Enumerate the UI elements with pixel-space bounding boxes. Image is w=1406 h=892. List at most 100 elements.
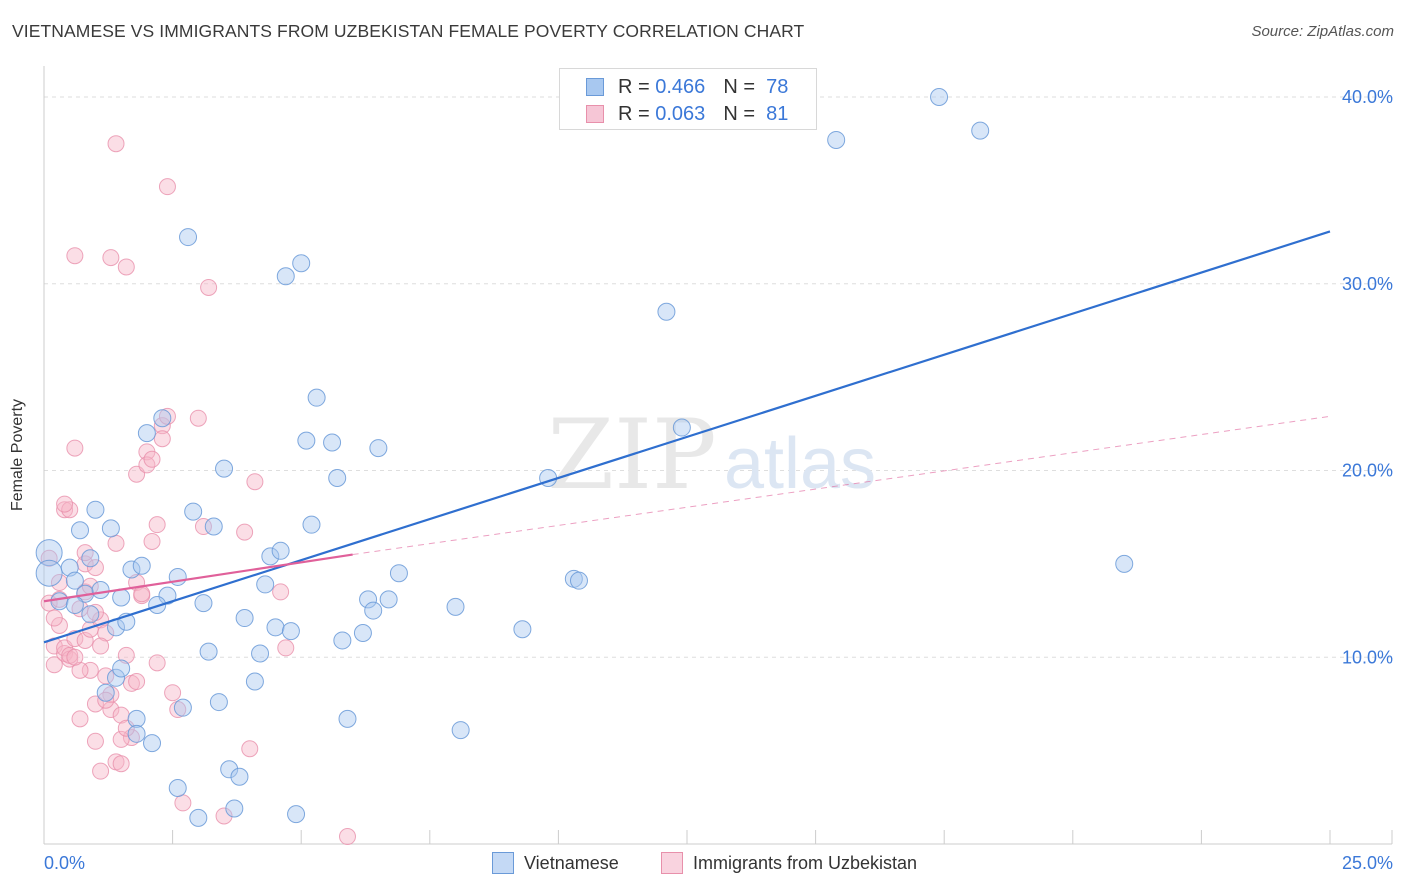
uzbekistan-point (338, 828, 356, 846)
vietnamese-point (271, 541, 290, 560)
uzbekistan-point (56, 501, 74, 519)
uzbekistan-point (128, 673, 146, 691)
uzbekistan-point (45, 656, 63, 674)
legend-r-label: R = (618, 102, 650, 125)
vietnamese-point (132, 556, 151, 575)
vietnamese-point (225, 799, 244, 818)
vietnamese-point (827, 130, 846, 149)
vietnamese-point (71, 521, 90, 540)
y-tick-label: 20.0% (1342, 461, 1393, 481)
vietnamese-point (369, 439, 388, 458)
tick-labels: 10.0% 20.0% 30.0% 40.0% 0.0% 25.0% (44, 87, 1393, 873)
series-label-vietnamese: Vietnamese (524, 852, 619, 873)
vietnamese-point (50, 592, 69, 611)
uzbekistan-point (272, 583, 290, 601)
uzbekistan-point (66, 247, 84, 265)
uzbekistan-point (92, 762, 110, 780)
vietnamese-trendline (43, 230, 1331, 644)
series-swatch-pink (661, 852, 683, 874)
vietnamese-point (333, 631, 352, 650)
vietnamese-point (328, 468, 347, 487)
vietnamese-point (364, 601, 383, 620)
vietnamese-point (96, 683, 115, 702)
uzbekistan-point (92, 637, 110, 655)
legend-r-label: R = (618, 75, 650, 98)
uzbekistan-point (189, 409, 207, 427)
vietnamese-point (1115, 554, 1134, 573)
vietnamese-point (153, 409, 172, 428)
uzbekistan-point (194, 518, 212, 536)
uzbekistan-point (76, 544, 94, 562)
vietnamese-point (235, 609, 254, 628)
y-tick-label: 10.0% (1342, 647, 1393, 667)
x-tick-label: 25.0% (1342, 853, 1393, 873)
vietnamese-point (122, 560, 141, 579)
uzbekistan-point (97, 691, 115, 709)
vietnamese-point (323, 433, 342, 452)
y-axis-label-wrap: Female Poverty (9, 399, 38, 511)
uzbekistan-points (40, 135, 356, 846)
vietnamese-point (158, 586, 177, 605)
vietnamese-point (35, 539, 63, 567)
uzbekistan-point (277, 639, 295, 657)
vietnamese-point (657, 302, 676, 321)
legend-n-label: N = (723, 102, 755, 125)
series-legend: Vietnamese Immigrants from Uzbekistan (0, 852, 1406, 876)
axes (43, 66, 1393, 845)
uzbekistan-point (50, 574, 68, 592)
vietnamese-point (266, 618, 285, 637)
uzbekistan-point (148, 654, 166, 672)
vietnamese-point (256, 575, 275, 594)
correlation-legend: R = 0.466 N = 78 R = 0.063 N = 81 (559, 68, 817, 130)
uzbekistan-point (40, 549, 58, 567)
uzbekistan-trendline (43, 553, 353, 603)
vietnamese-point (287, 805, 306, 824)
vietnamese-point (297, 431, 316, 450)
x-tick-label: 0.0% (44, 853, 85, 873)
uzbekistan-point (236, 523, 254, 541)
vietnamese-point (215, 459, 234, 478)
legend-r-value: 0.466 (655, 75, 706, 98)
uzbekistan-point (102, 701, 120, 719)
uzbekistan-point (107, 534, 125, 552)
uzbekistan-point (76, 631, 94, 649)
series-legend-uzbekistan: Immigrants from Uzbekistan (661, 852, 917, 874)
vietnamese-point (971, 121, 990, 140)
vietnamese-point (307, 388, 326, 407)
vietnamese-point (184, 502, 203, 521)
vietnamese-point (127, 709, 146, 728)
uzbekistan-point (164, 684, 182, 702)
vietnamese-point (446, 597, 465, 616)
vietnamese-point (101, 519, 120, 538)
uzbekistan-point (86, 732, 104, 750)
uzbekistan-point (45, 609, 63, 627)
vietnamese-point (389, 564, 408, 583)
vietnamese-point (65, 595, 84, 614)
vietnamese-point (204, 517, 223, 536)
series-swatch-blue (492, 852, 514, 874)
vietnamese-point (569, 571, 588, 590)
uzbekistan-point (66, 648, 84, 666)
vietnamese-point (230, 767, 249, 786)
uzbekistan-point (122, 729, 140, 747)
vietnamese-point (189, 808, 208, 827)
uzbekistan-point (174, 794, 192, 812)
uzbekistan-point (56, 495, 74, 513)
uzbekistan-point (71, 710, 89, 728)
vietnamese-point (168, 778, 187, 797)
vietnamese-point (209, 693, 228, 712)
legend-row-uzbekistan: R = 0.063 N = 81 (586, 102, 788, 126)
uzbekistan-point (86, 695, 104, 713)
vietnamese-point (276, 267, 295, 286)
vietnamese-point (220, 760, 239, 779)
legend-n-value: 81 (766, 102, 789, 125)
uzbekistan-point (148, 516, 166, 534)
uzbekistan-point (112, 730, 130, 748)
chart-title: VIETNAMESE VS IMMIGRANTS FROM UZBEKISTAN… (12, 21, 805, 41)
vietnamese-point (173, 698, 192, 717)
trendlines (43, 230, 1331, 644)
vietnamese-point (179, 228, 198, 247)
uzbekistan-point (158, 178, 176, 196)
vietnamese-point (112, 659, 131, 678)
